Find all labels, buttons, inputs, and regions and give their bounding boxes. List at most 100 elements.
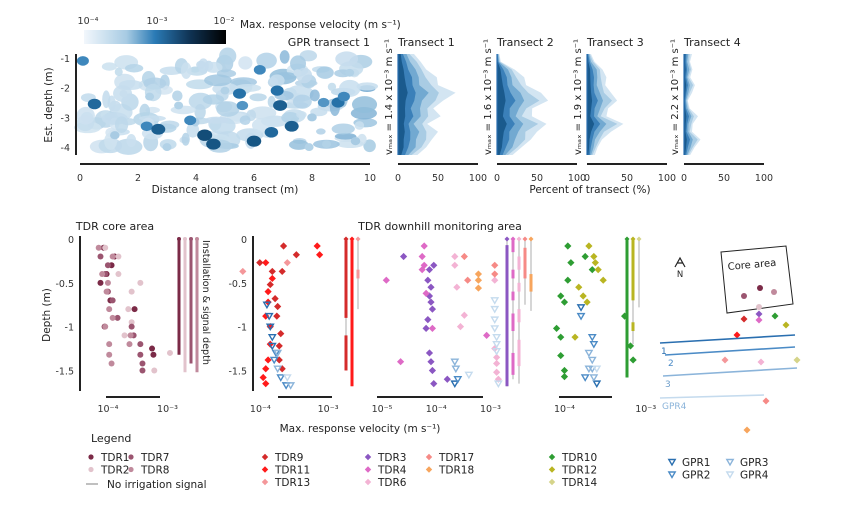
data-point bbox=[313, 242, 321, 250]
series-tdr18 bbox=[474, 236, 534, 311]
data-point bbox=[264, 356, 272, 364]
data-point bbox=[166, 349, 173, 356]
vmax-label: vₘₐₓ = 1.6 x 10⁻³ m s⁻¹ bbox=[483, 39, 494, 155]
gpr-point bbox=[453, 376, 463, 384]
legend-label: TDR17 bbox=[438, 452, 474, 464]
transect-profile-layer bbox=[684, 54, 687, 155]
data-point bbox=[279, 242, 288, 250]
data-point bbox=[552, 324, 561, 332]
data-point bbox=[115, 253, 122, 260]
gpr-cell bbox=[204, 61, 223, 73]
data-point bbox=[150, 351, 157, 358]
data-point bbox=[151, 367, 158, 374]
core-area-box bbox=[720, 245, 794, 314]
data-point bbox=[139, 360, 146, 367]
gpr-cell bbox=[281, 111, 300, 124]
data-point bbox=[451, 261, 459, 269]
data-point bbox=[316, 251, 324, 259]
install-top-marker bbox=[355, 236, 361, 242]
legend-label: TDR2 bbox=[100, 465, 129, 477]
legend-item: TDR17 bbox=[425, 452, 474, 464]
transect-x-tick: 50 bbox=[432, 173, 444, 184]
data-point bbox=[474, 284, 483, 292]
legend-marker bbox=[548, 453, 556, 461]
gpr-cell bbox=[239, 115, 251, 125]
gpr-cell bbox=[290, 55, 306, 72]
transect-x-tick: 0 bbox=[395, 173, 401, 184]
map-point bbox=[740, 315, 748, 323]
colorbar-tick: 10⁻³ bbox=[147, 16, 168, 27]
gpr-cell bbox=[253, 65, 266, 75]
map-point bbox=[756, 304, 762, 310]
gpr-point bbox=[492, 333, 502, 342]
legend-item: TDR10 bbox=[548, 452, 597, 464]
data-point bbox=[262, 312, 270, 320]
data-point bbox=[464, 276, 472, 284]
legend-label: GPR2 bbox=[682, 470, 710, 482]
legend-item: TDR9 bbox=[261, 452, 303, 464]
data-point bbox=[108, 360, 115, 367]
series-tdr12 bbox=[571, 236, 636, 345]
gpr-cell bbox=[350, 137, 361, 146]
legend-label: TDR12 bbox=[561, 465, 597, 477]
gpr-cell bbox=[335, 51, 359, 67]
data-point bbox=[424, 276, 432, 284]
gpr-point bbox=[589, 374, 599, 382]
data-point bbox=[588, 266, 596, 274]
gpr-point bbox=[492, 347, 502, 356]
vmax-label: vₘₐₓ = 1.4 x 10⁻³ m s⁻¹ bbox=[384, 39, 395, 155]
data-point bbox=[460, 252, 468, 261]
gpr-point bbox=[576, 304, 586, 312]
data-point bbox=[137, 341, 144, 348]
data-point bbox=[557, 351, 565, 360]
data-point bbox=[626, 342, 635, 350]
data-point bbox=[262, 380, 270, 388]
gpr-point bbox=[580, 374, 590, 382]
data-point bbox=[268, 274, 276, 283]
shared-x-label: Max. response velocity (m s⁻¹) bbox=[280, 423, 441, 435]
map-point bbox=[755, 310, 763, 318]
legend-marker bbox=[364, 453, 372, 461]
gpr-point bbox=[592, 365, 602, 374]
transect-x-tick: 0 bbox=[584, 173, 590, 184]
data-point bbox=[629, 356, 637, 364]
tdr-y-tick: -1 bbox=[238, 323, 247, 334]
transect-line-2 bbox=[664, 346, 796, 356]
legend-item: TDR12 bbox=[548, 465, 597, 477]
vmax-label: vₘₐₓ = 1.9 x 10⁻³ m s⁻¹ bbox=[573, 39, 584, 155]
gpr-x-tick: 0 bbox=[77, 173, 83, 184]
legend-item: TDR2 bbox=[88, 465, 129, 477]
legend-label: TDR11 bbox=[274, 465, 310, 477]
data-point bbox=[491, 270, 499, 278]
gpr-cell bbox=[206, 138, 221, 150]
legend-marker bbox=[261, 478, 269, 486]
gpr-cell bbox=[284, 120, 299, 132]
data-point bbox=[418, 266, 426, 274]
install-top-marker bbox=[516, 236, 522, 242]
tdr-x-tick: 10⁻⁴ bbox=[97, 404, 118, 415]
data-point bbox=[121, 332, 128, 339]
tdr-y-label: Depth (m) bbox=[41, 288, 53, 342]
data-point bbox=[585, 242, 593, 250]
install-top-marker bbox=[528, 236, 534, 242]
data-point bbox=[106, 306, 113, 313]
gpr-point bbox=[492, 340, 502, 349]
data-point bbox=[474, 276, 483, 284]
gpr-point bbox=[490, 325, 500, 333]
data-point bbox=[428, 366, 437, 375]
gpr-y-label: Est. depth (m) bbox=[43, 67, 55, 142]
no-signal-label: No irrigation signal bbox=[107, 479, 207, 491]
tdr-x-tick: 10⁻⁴ bbox=[554, 404, 575, 415]
legend-marker bbox=[425, 466, 433, 473]
legend-item: TDR18 bbox=[425, 465, 474, 477]
data-point bbox=[109, 314, 116, 321]
data-point bbox=[567, 259, 575, 267]
gpr-y-tick: -3 bbox=[61, 113, 70, 124]
data-point bbox=[400, 252, 408, 261]
legend-label: GPR4 bbox=[740, 470, 769, 482]
tdr-x-tick: 10⁻³ bbox=[635, 404, 656, 415]
legend-marker bbox=[261, 466, 269, 473]
data-point bbox=[564, 242, 572, 250]
transect-x-tick: 0 bbox=[681, 173, 687, 184]
north-arrow: N bbox=[674, 256, 686, 280]
